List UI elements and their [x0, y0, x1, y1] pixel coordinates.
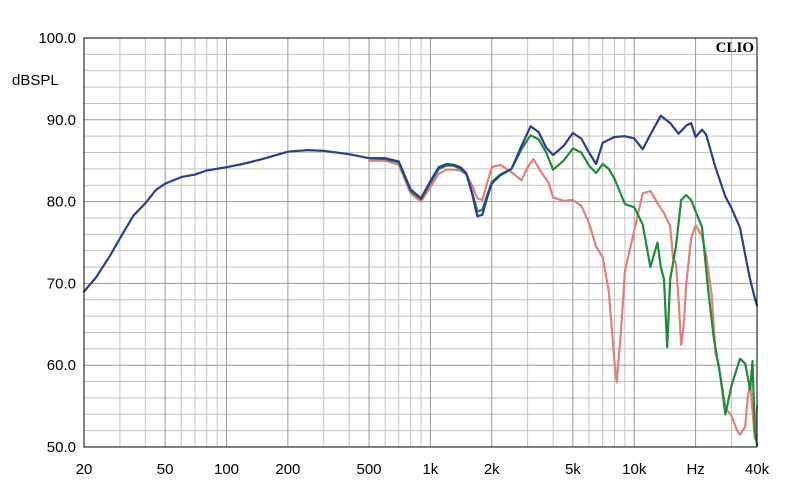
minor-grid — [84, 38, 757, 447]
x-tick-label: Hz — [686, 461, 704, 478]
x-tick-label: 20 — [76, 461, 93, 478]
y-axis-label: dBSPL — [12, 72, 59, 89]
y-tick-label: 70.0 — [47, 275, 76, 292]
y-tick-label: 80.0 — [47, 194, 76, 211]
major-grid — [84, 38, 757, 447]
x-tick-label: 500 — [356, 461, 381, 478]
clio-brand-label: CLIO — [716, 40, 754, 56]
x-tick-labels: 20 50 100 200 500 1k 2k 5k 10k Hz 40k — [76, 461, 770, 478]
series-line-3 — [367, 158, 759, 440]
y-tick-label: 60.0 — [47, 357, 76, 374]
y-tick-label: 50.0 — [47, 439, 76, 456]
x-tick-label: 200 — [275, 461, 300, 478]
x-tick-label: 1k — [422, 461, 438, 478]
x-tick-label: 10k — [622, 461, 647, 478]
y-tick-label: 90.0 — [47, 112, 76, 129]
y-tick-labels: 100.0 90.0 80.0 70.0 60.0 50.0 — [38, 30, 76, 456]
x-tick-label: 100 — [214, 461, 239, 478]
x-tick-label: 40k — [745, 461, 770, 478]
series-line-2 — [367, 134, 759, 447]
series-layer — [82, 114, 759, 447]
x-tick-label: 2k — [484, 461, 500, 478]
series-line-1 — [82, 114, 759, 307]
plot-frame — [83, 37, 758, 448]
x-tick-label: 50 — [157, 461, 174, 478]
y-tick-label: 100.0 — [38, 30, 76, 47]
x-tick-label: 5k — [565, 461, 581, 478]
